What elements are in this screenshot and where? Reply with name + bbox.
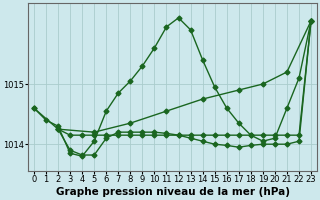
X-axis label: Graphe pression niveau de la mer (hPa): Graphe pression niveau de la mer (hPa) — [55, 187, 290, 197]
